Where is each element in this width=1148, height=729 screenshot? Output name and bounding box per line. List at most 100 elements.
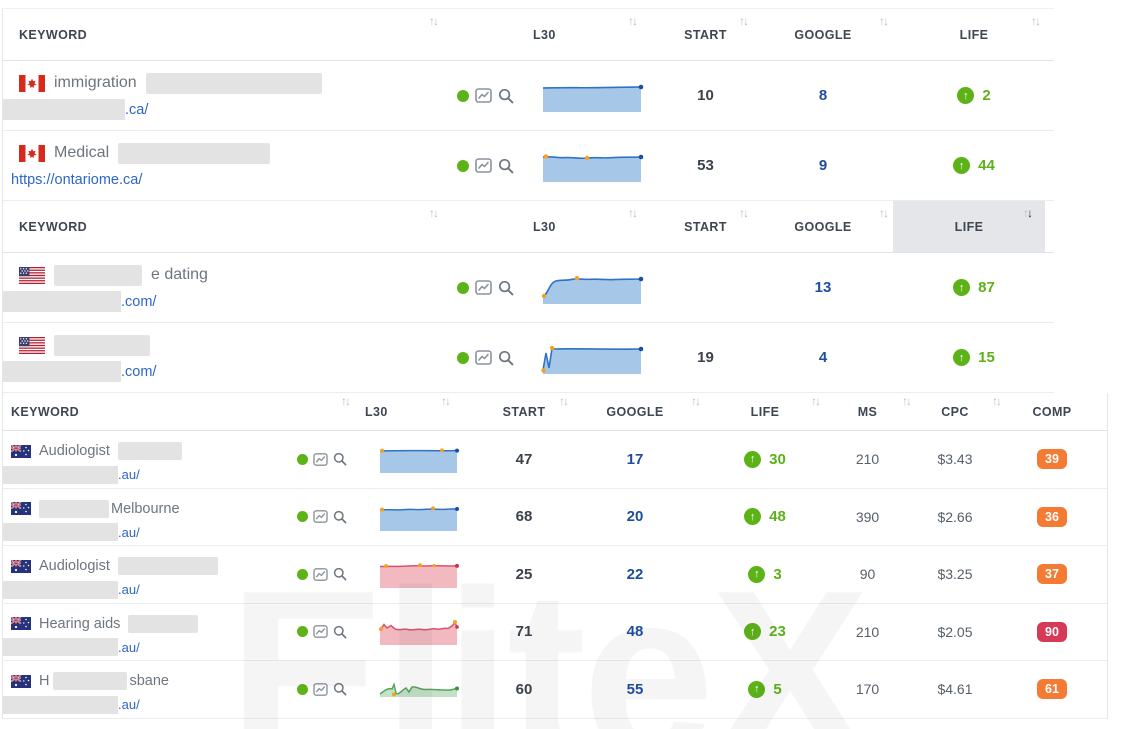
sort-icon-active[interactable]: ↑↓	[1023, 206, 1033, 220]
chart-line-icon[interactable]	[313, 682, 328, 696]
chart-line-icon[interactable]	[475, 158, 492, 173]
search-icon[interactable]	[333, 510, 347, 524]
search-icon[interactable]	[333, 682, 347, 696]
chart-line-icon[interactable]	[313, 510, 328, 524]
result-url-link[interactable]: .ca/	[125, 101, 149, 118]
column-header-start[interactable]: START ↑↓	[658, 201, 753, 252]
result-url-link[interactable]: https://ontariome.ca/	[11, 171, 143, 188]
search-icon[interactable]	[333, 567, 347, 581]
result-url-link[interactable]: .au/	[118, 639, 140, 655]
chart-line-icon[interactable]	[313, 567, 328, 581]
column-header-l30[interactable]: L30 ↑↓	[355, 393, 483, 430]
result-url-link[interactable]: .com/	[121, 293, 157, 310]
redaction-box	[117, 557, 218, 575]
rank-up-icon: ↑	[744, 623, 762, 641]
column-header-google[interactable]: GOOGLE ↑↓	[753, 201, 893, 252]
sort-icon[interactable]: ↑↓	[559, 394, 569, 408]
google-rank-value[interactable]: 9	[818, 157, 828, 174]
sort-icon[interactable]: ↑↓	[691, 394, 701, 408]
column-header-start[interactable]: START ↑↓	[483, 393, 569, 430]
table-row[interactable]: immigration .ca/ 10 8 ↑ 2	[3, 61, 1054, 131]
sort-icon[interactable]: ↑↓	[441, 394, 451, 408]
life-change-value: ↑ 48	[705, 508, 825, 526]
google-rank-value[interactable]: 48	[626, 623, 644, 641]
table-row[interactable]: Hearing aids .au/ 71 48 ↑ 23	[3, 604, 1107, 661]
redaction-box	[54, 264, 142, 286]
column-header-google[interactable]: GOOGLE ↑↓	[565, 393, 705, 430]
column-header-life-sorted[interactable]: LIFE ↑↓	[893, 201, 1045, 252]
start-header-label: START	[684, 219, 727, 234]
redaction-box	[3, 361, 121, 382]
start-rank-value: 10	[697, 87, 714, 104]
column-header-cpc[interactable]: CPC ↑↓	[910, 393, 1002, 430]
search-icon[interactable]	[333, 452, 347, 466]
column-header-start[interactable]: START ↑↓	[658, 9, 753, 60]
google-rank-value[interactable]: 55	[626, 680, 644, 698]
sort-icon[interactable]: ↑↓	[879, 206, 889, 220]
row-actions	[293, 682, 355, 696]
google-rank-value[interactable]: 13	[814, 279, 832, 296]
column-header-comp[interactable]: COMP	[1000, 393, 1104, 430]
column-header-keyword[interactable]: KEYWORD ↑↓	[3, 393, 355, 430]
table-row[interactable]: Audiologist .au/ 47 17 ↑ 30	[3, 431, 1107, 489]
google-rank-value[interactable]: 8	[818, 87, 828, 104]
search-icon[interactable]	[498, 88, 514, 104]
sort-icon[interactable]: ↑↓	[992, 394, 1002, 408]
chart-line-icon[interactable]	[475, 88, 492, 103]
table3-header: KEYWORD ↑↓ L30 ↑↓ START ↑↓ GOOGLE ↑↓ LIF…	[3, 393, 1107, 431]
sort-icon[interactable]: ↑↓	[902, 394, 912, 408]
sort-icon[interactable]: ↑↓	[879, 14, 889, 28]
sort-icon[interactable]: ↑↓	[429, 14, 439, 28]
sort-icon[interactable]: ↑↓	[811, 394, 821, 408]
sort-icon[interactable]: ↑↓	[739, 14, 749, 28]
search-icon[interactable]	[333, 625, 347, 639]
column-header-google[interactable]: GOOGLE ↑↓	[753, 9, 893, 60]
sort-icon[interactable]: ↑↓	[429, 206, 439, 220]
column-header-life[interactable]: LIFE ↑↓	[705, 393, 825, 430]
google-rank-value[interactable]: 4	[818, 349, 828, 366]
column-header-keyword[interactable]: KEYWORD ↑↓	[3, 201, 443, 252]
start-rank-value: 68	[515, 508, 533, 526]
competition-badge: 61	[1037, 679, 1067, 700]
sparkline-chart	[355, 557, 483, 591]
sort-icon[interactable]: ↑↓	[628, 14, 638, 28]
status-dot-icon	[297, 568, 308, 580]
sort-icon[interactable]: ↑↓	[628, 206, 638, 220]
search-icon[interactable]	[498, 280, 514, 296]
chart-line-icon[interactable]	[313, 625, 328, 639]
result-url-link[interactable]: .com/	[121, 363, 157, 380]
table-row[interactable]: Audiologist .au/ 25 22 ↑ 3	[3, 546, 1107, 604]
search-icon[interactable]	[498, 350, 514, 366]
result-url-link[interactable]: .au/	[118, 467, 140, 482]
google-rank-value[interactable]: 20	[626, 508, 644, 526]
sort-icon[interactable]: ↑↓	[1031, 14, 1041, 28]
sparkline-chart	[355, 615, 483, 649]
chart-line-icon[interactable]	[475, 280, 492, 295]
column-header-l30[interactable]: L30 ↑↓	[443, 9, 658, 60]
result-url-link[interactable]: .au/	[118, 697, 140, 712]
table-row[interactable]: e dating .com/ 13 ↑ 87	[3, 253, 1054, 323]
column-header-ms[interactable]: MS ↑↓	[825, 393, 912, 430]
result-url-link[interactable]: .au/	[118, 582, 140, 597]
table-row[interactable]: Melbourne .au/ 68 20 ↑ 48 390	[3, 489, 1107, 546]
keyword-cell: immigration .ca/	[3, 61, 443, 120]
column-header-keyword[interactable]: KEYWORD ↑↓	[3, 9, 443, 60]
google-rank-value[interactable]: 17	[626, 450, 644, 468]
chart-line-icon[interactable]	[475, 350, 492, 365]
chart-line-icon[interactable]	[313, 452, 328, 466]
keyword-header-label: KEYWORD	[19, 27, 88, 42]
table-row[interactable]: H sbane .au/ 60 55 ↑ 5	[3, 661, 1107, 719]
start-header-label: START	[502, 404, 546, 419]
column-header-life[interactable]: LIFE ↑↓	[893, 9, 1055, 60]
search-icon[interactable]	[498, 158, 514, 174]
table-row[interactable]: .com/ 19 4 ↑ 15	[3, 323, 1054, 393]
table-row[interactable]: Medical https://ontariome.ca/ 53 9 ↑ 44	[3, 131, 1054, 201]
life-change-value: ↑ 15	[893, 349, 1055, 366]
column-header-l30[interactable]: L30 ↑↓	[443, 201, 658, 252]
google-rank-value[interactable]: 22	[626, 565, 644, 583]
sparkline-chart	[528, 339, 658, 377]
life-header-label: LIFE	[750, 404, 780, 419]
result-url-link[interactable]: .au/	[118, 524, 140, 540]
sort-icon[interactable]: ↑↓	[739, 206, 749, 220]
sort-icon[interactable]: ↑↓	[341, 394, 351, 408]
